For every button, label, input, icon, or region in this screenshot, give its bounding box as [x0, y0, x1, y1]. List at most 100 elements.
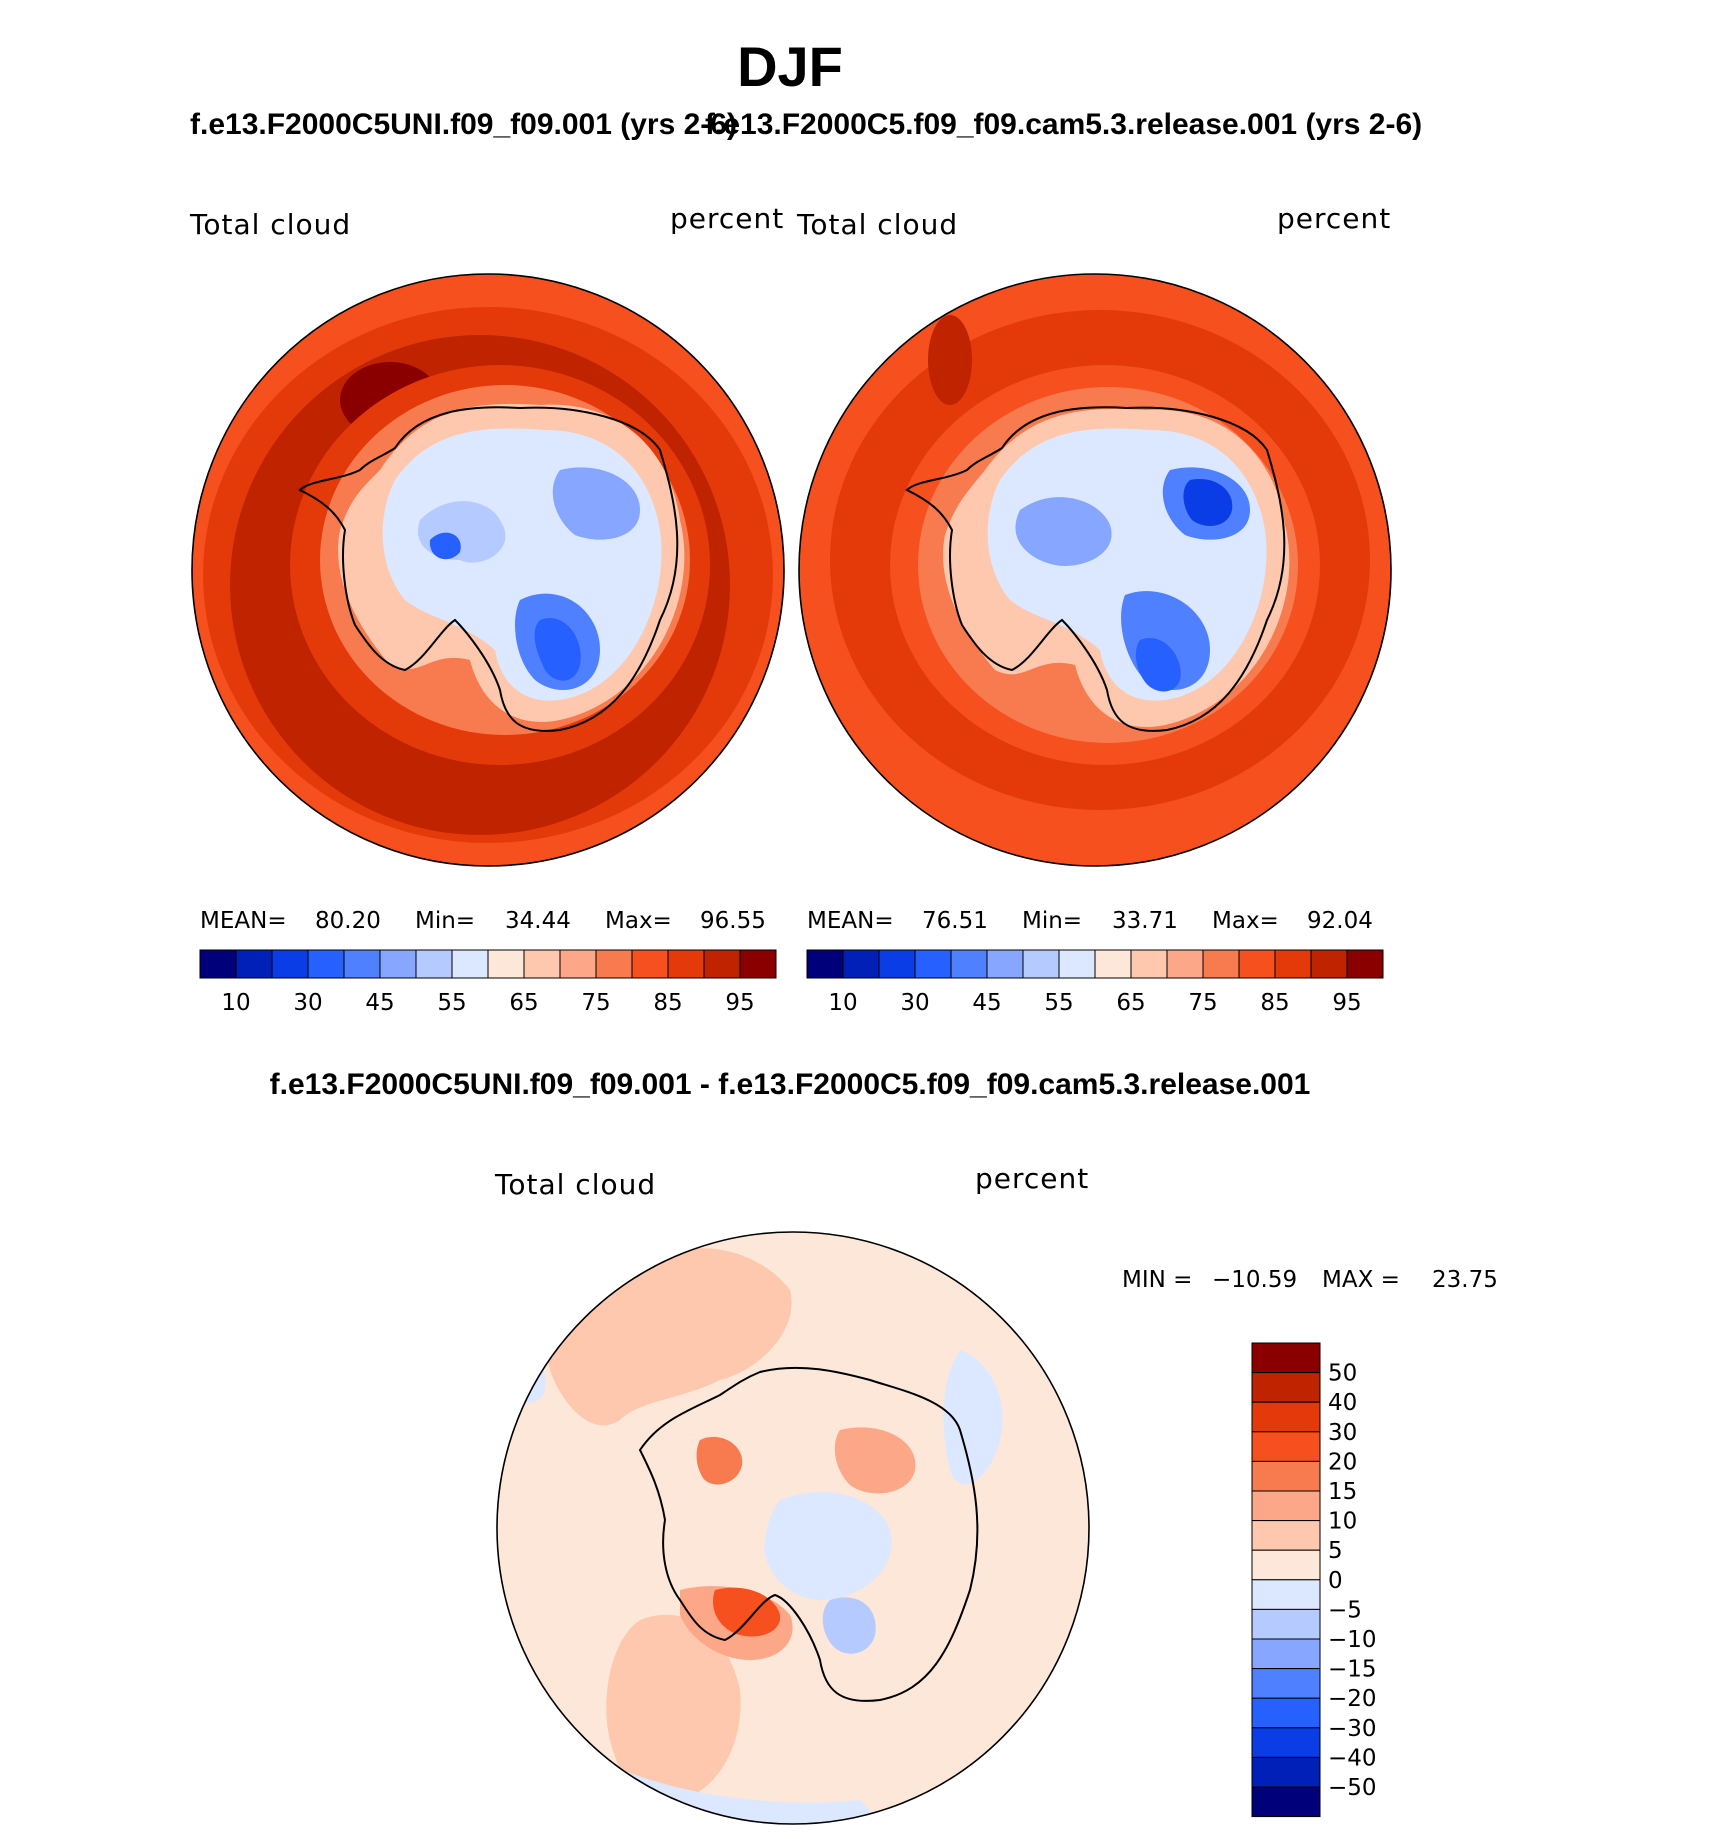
- colorbars: 10 30 45 55 65 75 85 95 10 30 45 55 65 75 85 95: [199, 949, 1384, 1016]
- panel2-colorbar-box-9: [1130, 949, 1168, 979]
- panel2-colorbar-box-0: [806, 949, 844, 979]
- panel3-colorbar-tick-7: 0: [1328, 1568, 1343, 1594]
- panel1-colorbar-box-7: [451, 949, 489, 979]
- panel2-colorbar-box-4: [950, 949, 988, 979]
- panel2-colorbar-tick-5: 75: [1188, 990, 1217, 1016]
- panel1-left-label: Total cloud: [190, 208, 352, 241]
- panel1-max-value: 96.55: [700, 908, 766, 934]
- panel3-colorbar-box-0: [1251, 1342, 1321, 1374]
- panel2-colorbar-tick-4: 65: [1116, 990, 1145, 1016]
- panel1-colorbar-box-3: [307, 949, 345, 979]
- panel2-colorbar-box-12: [1238, 949, 1276, 979]
- panel3-colorbar-box-12: [1251, 1697, 1321, 1729]
- panel1-colorbar-tick-1: 30: [293, 990, 322, 1016]
- panel3-colorbar-tick-11: −20: [1328, 1686, 1377, 1712]
- panel2-mean-label: MEAN=: [807, 908, 894, 934]
- panel2-colorbar-box-10: [1166, 949, 1204, 979]
- panel1-colorbar-tick-4: 65: [509, 990, 538, 1016]
- panel3-max-label: MAX =: [1322, 1267, 1400, 1293]
- panel1-colorbar-ticks: 10 30 45 55 65 75 85 95: [221, 990, 754, 1016]
- panel3-colorbar-tick-3: 20: [1328, 1449, 1357, 1475]
- panel2-colorbar-box-5: [986, 949, 1024, 979]
- panel1-min-label: Min=: [415, 908, 476, 934]
- panel2-colorbar-tick-2: 45: [972, 990, 1001, 1016]
- panel1-mean-value: 80.20: [315, 908, 381, 934]
- panel3-left-label: Total cloud: [495, 1168, 657, 1201]
- panel1-colorbar-box-5: [379, 949, 417, 979]
- panel3-colorbar-box-15: [1251, 1786, 1321, 1818]
- panel3-min-value: −10.59: [1212, 1267, 1298, 1293]
- panel1-colorbar-box-9: [523, 949, 561, 979]
- panel2-map: [799, 274, 1391, 866]
- panel2-colorbar-box-2: [878, 949, 916, 979]
- panel1-colorbar-tick-2: 45: [365, 990, 394, 1016]
- panel1-colorbar-box-8: [487, 949, 525, 979]
- panel3-colorbar-box-13: [1251, 1727, 1321, 1758]
- panel2-colorbar-box-3: [914, 949, 952, 979]
- panel2-colorbar-box-8: [1094, 949, 1132, 979]
- panel1-mean-label: MEAN=: [200, 908, 287, 934]
- panel3-colorbar-tick-5: 10: [1328, 1509, 1357, 1535]
- page-title: DJF: [737, 35, 843, 98]
- panel3-colorbar-box-11: [1251, 1668, 1321, 1699]
- panel1-colorbar: [199, 949, 777, 979]
- panel3-right-label: percent: [975, 1162, 1090, 1195]
- panel2-colorbar-box-11: [1202, 949, 1240, 979]
- panel2-colorbar: [806, 949, 1384, 979]
- panel1-colorbar-box-11: [595, 949, 633, 979]
- panel1-colorbar-box-4: [343, 949, 381, 979]
- panel2-colorbar-tick-6: 85: [1260, 990, 1289, 1016]
- panel2-min-label: Min=: [1022, 908, 1083, 934]
- panel3-colorbar-tick-14: −50: [1328, 1775, 1377, 1801]
- panel3-colorbar: [1251, 1342, 1321, 1818]
- panel3-colorbar-box-2: [1251, 1401, 1321, 1433]
- panel2-min-value: 33.71: [1112, 908, 1178, 934]
- panel2-colorbar-ticks: 10 30 45 55 65 75 85 95: [828, 990, 1361, 1016]
- panel1-colorbar-tick-6: 85: [653, 990, 682, 1016]
- panel2-colorbar-tick-1: 30: [900, 990, 929, 1016]
- panel3-colorbar-box-10: [1251, 1638, 1321, 1670]
- panel1-colorbar-box-14: [703, 949, 741, 979]
- panel3-colorbar-box-5: [1251, 1490, 1321, 1522]
- panel3-colorbar-box-8: [1251, 1579, 1321, 1610]
- panel1-colorbar-tick-0: 10: [221, 990, 250, 1016]
- panel2-colorbar-box-7: [1058, 949, 1096, 979]
- panel2-colorbar-box-6: [1022, 949, 1060, 979]
- panel2-title: f.e13.F2000C5.f09_f09.cam5.3.release.001…: [705, 108, 1423, 141]
- panel1-colorbar-tick-7: 95: [725, 990, 754, 1016]
- panel2-max-label: Max=: [1212, 908, 1279, 934]
- panel3-map: [497, 1232, 1089, 1824]
- panel1-colorbar-box-12: [631, 949, 669, 979]
- panel1-map-border: [191, 273, 785, 867]
- panel2-colorbar-box-15: [1346, 949, 1384, 979]
- panel2-coastline: [905, 406, 1286, 732]
- panel1-colorbar-box-6: [415, 949, 453, 979]
- panel3-colorbar-tick-2: 30: [1328, 1420, 1357, 1446]
- panel2-left-label: Total cloud: [797, 208, 959, 241]
- panel2-colorbar-tick-3: 55: [1044, 990, 1073, 1016]
- panel2-colorbar-box-13: [1274, 949, 1312, 979]
- panel3-colorbar-tick-6: 5: [1328, 1538, 1343, 1564]
- panel2-right-label: percent: [1277, 202, 1392, 235]
- panel1-coastline: [298, 406, 679, 732]
- panel1-max-label: Max=: [605, 908, 672, 934]
- panel3-colorbar-box-7: [1251, 1549, 1321, 1581]
- panel2-colorbar-box-1: [842, 949, 880, 979]
- panel1-map: [192, 274, 784, 866]
- panel3-coastline: [638, 1366, 979, 1702]
- panel1-right-label: percent: [670, 202, 785, 235]
- panel2-colorbar-box-14: [1310, 949, 1348, 979]
- panel3-colorbar-tick-9: −10: [1328, 1627, 1377, 1653]
- panel3-colorbar-tick-10: −15: [1328, 1657, 1377, 1683]
- panel2-mean-value: 76.51: [922, 908, 988, 934]
- panel1-colorbar-box-10: [559, 949, 597, 979]
- panel3-min-label: MIN =: [1122, 1267, 1193, 1293]
- panel1-colorbar-box-2: [271, 949, 309, 979]
- panel3-colorbar-box-6: [1251, 1520, 1321, 1551]
- panel3-max-value: 23.75: [1432, 1267, 1498, 1293]
- panel2-max-value: 92.04: [1307, 908, 1373, 934]
- panel3-colorbar-box-3: [1251, 1431, 1321, 1462]
